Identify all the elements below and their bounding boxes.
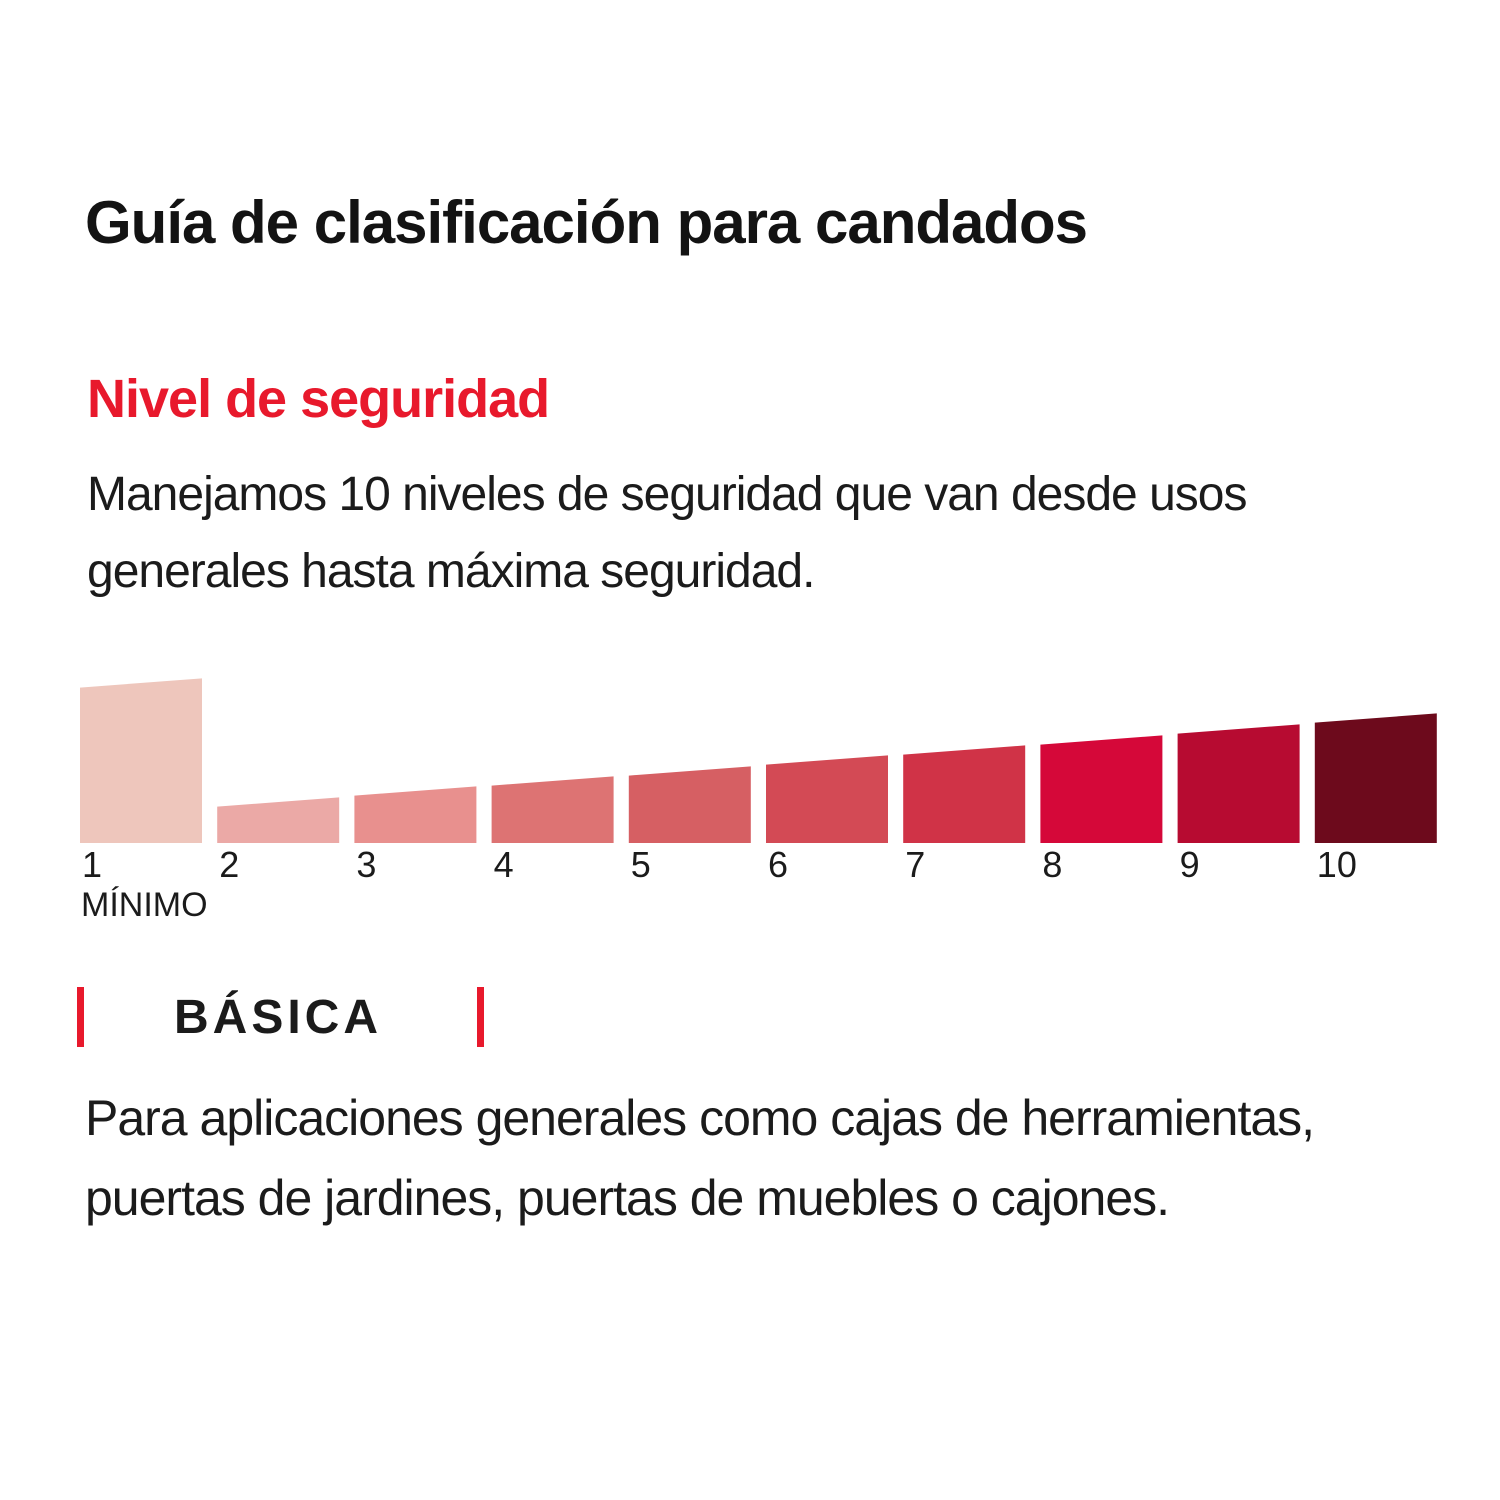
security-level-description-line-2: generales hasta máxima seguridad.	[87, 545, 815, 598]
minimum-label: MÍNIMO	[81, 886, 208, 924]
security-bar-level-2	[217, 797, 340, 843]
category-description-line-1: Para aplicaciones generales como cajas d…	[85, 1090, 1315, 1146]
category-description-line-2: puertas de jardines, puertas de muebles …	[85, 1170, 1170, 1226]
security-bar-level-10	[1314, 713, 1437, 843]
red-tick-left	[77, 987, 84, 1047]
security-level-description-line-1: Manejamos 10 niveles de seguridad que va…	[87, 468, 1247, 521]
security-bar-level-5	[628, 766, 751, 843]
bar-label-2: 2	[219, 844, 240, 885]
bar-label-9: 9	[1179, 844, 1200, 885]
bar-label-8: 8	[1042, 844, 1063, 885]
security-bar-level-9	[1177, 724, 1300, 843]
bar-label-6: 6	[768, 844, 789, 885]
category-description: Para aplicaciones generales como cajas d…	[85, 1078, 1315, 1238]
bar-label-4: 4	[493, 844, 514, 885]
security-bar-level-8	[1040, 735, 1163, 843]
bar-label-1: 1	[82, 844, 103, 885]
security-bar-level-6	[766, 755, 888, 843]
page-title: Guía de clasificación para candados	[85, 189, 1088, 256]
bar-label-5: 5	[630, 844, 651, 885]
security-bar-level-1	[80, 678, 202, 843]
bar-label-3: 3	[356, 844, 377, 885]
red-tick-right	[477, 987, 484, 1047]
security-bars-svg	[80, 678, 1437, 843]
security-bar-level-3	[354, 786, 477, 843]
security-bar-level-4	[491, 776, 614, 843]
bar-label-10: 10	[1316, 844, 1357, 885]
security-level-heading: Nivel de seguridad	[87, 369, 550, 429]
security-level-description: Manejamos 10 niveles de seguridad que va…	[87, 456, 1247, 610]
category-label: BÁSICA	[174, 991, 383, 1044]
security-bar-level-7	[903, 745, 1026, 843]
bar-label-7: 7	[905, 844, 926, 885]
